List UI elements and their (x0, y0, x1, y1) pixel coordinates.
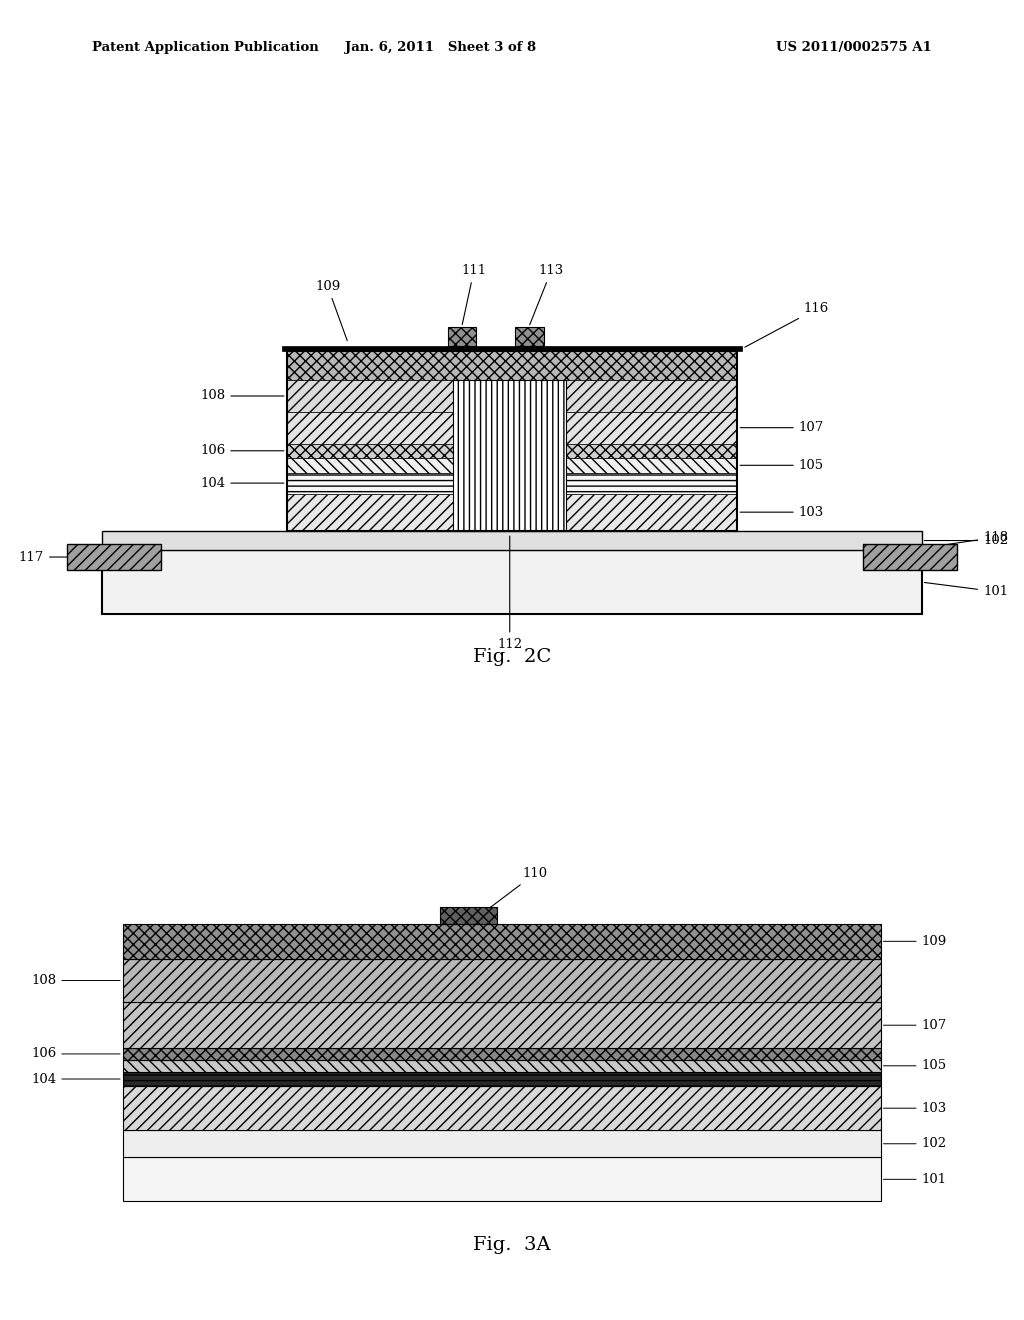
Bar (863, 544, 957, 570)
Text: 118: 118 (866, 531, 1009, 557)
Text: Fig.  2C: Fig. 2C (473, 648, 551, 667)
Bar (454, 380, 566, 531)
Text: Jan. 6, 2011   Sheet 3 of 8: Jan. 6, 2011 Sheet 3 of 8 (345, 41, 536, 54)
Bar (449, 327, 476, 346)
Text: Fig.  3A: Fig. 3A (473, 1236, 551, 1254)
Text: 106: 106 (31, 1048, 120, 1060)
Text: 104: 104 (200, 477, 284, 490)
Text: 106: 106 (200, 445, 284, 457)
Bar (440, 907, 497, 924)
Text: 109: 109 (315, 280, 347, 341)
Text: 101: 101 (925, 582, 1009, 598)
Text: 107: 107 (740, 421, 824, 434)
Bar (123, 1060, 881, 1072)
Bar (123, 1072, 881, 1086)
Bar (287, 473, 737, 494)
Bar (282, 346, 742, 351)
Bar (287, 458, 737, 473)
Text: 109: 109 (884, 935, 947, 948)
Text: 105: 105 (740, 459, 824, 471)
Bar (102, 550, 922, 614)
Text: 104: 104 (31, 1073, 120, 1085)
Bar (123, 1130, 881, 1158)
Bar (287, 444, 737, 458)
Text: 112: 112 (498, 536, 522, 651)
Bar (287, 412, 737, 444)
Bar (123, 1002, 881, 1048)
Text: Patent Application Publication: Patent Application Publication (92, 41, 318, 54)
Text: 101: 101 (884, 1172, 947, 1185)
Bar (287, 351, 737, 380)
Text: 102: 102 (925, 535, 1009, 546)
Text: 117: 117 (18, 550, 158, 564)
Bar (123, 958, 881, 1002)
Text: 108: 108 (31, 974, 120, 987)
Text: 113: 113 (529, 264, 564, 325)
Bar (287, 494, 737, 531)
Bar (102, 531, 922, 550)
Text: US 2011/0002575 A1: US 2011/0002575 A1 (776, 41, 932, 54)
Bar (123, 1048, 881, 1060)
Bar (123, 924, 881, 958)
Text: 105: 105 (884, 1059, 947, 1072)
Text: 116: 116 (744, 302, 829, 347)
Bar (287, 351, 737, 531)
Bar (123, 1158, 881, 1201)
Text: 107: 107 (884, 1019, 947, 1032)
Text: 111: 111 (462, 264, 486, 325)
Bar (67, 544, 161, 570)
Text: 108: 108 (200, 389, 284, 403)
Bar (287, 380, 737, 412)
Bar (123, 1086, 881, 1130)
Bar (515, 327, 544, 346)
Text: 110: 110 (482, 867, 548, 913)
Text: 102: 102 (884, 1138, 947, 1150)
Text: 103: 103 (740, 506, 824, 519)
Text: 103: 103 (884, 1102, 947, 1114)
